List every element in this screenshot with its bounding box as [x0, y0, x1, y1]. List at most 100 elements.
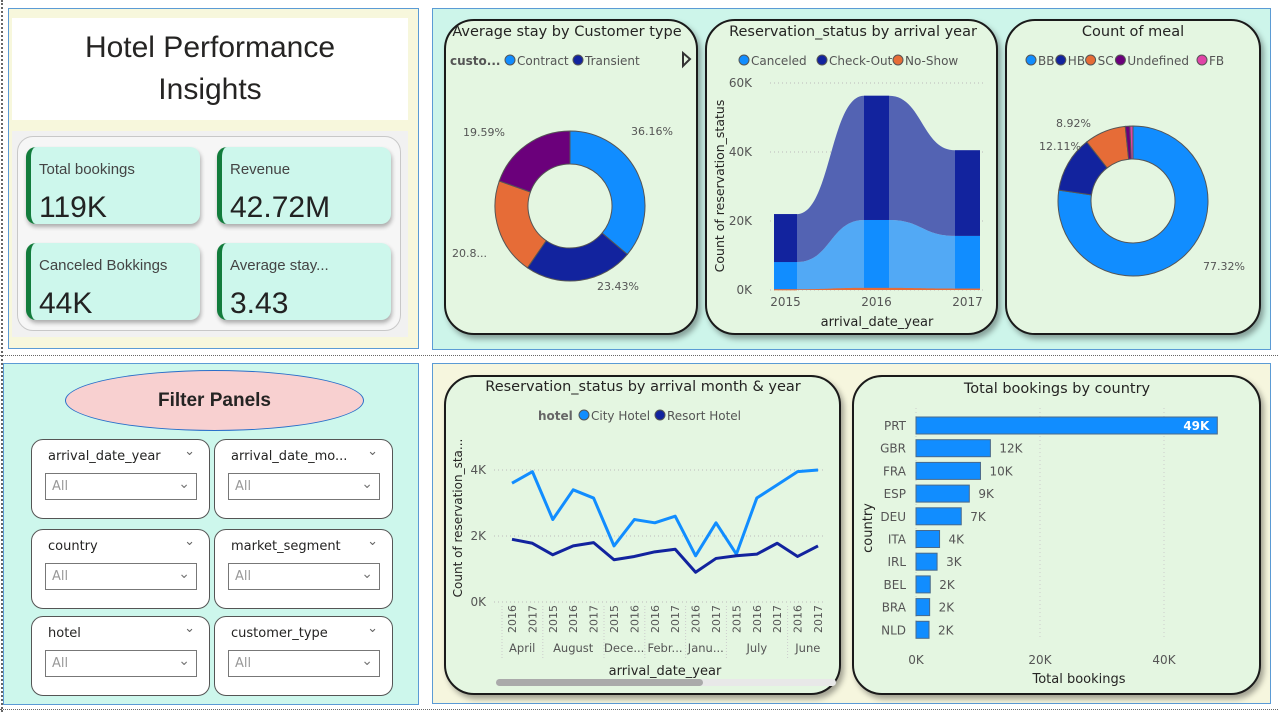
page-border	[1, 0, 3, 712]
slicer-1[interactable]: arrival_date_mo... ⌄ All ⌄	[214, 439, 393, 519]
bar-deu	[915, 507, 962, 526]
kpi-canceled-bookings: Canceled Bokkings 44K	[26, 243, 200, 320]
y-tick-label: ESP	[884, 487, 906, 501]
data-label: 10K	[989, 464, 1013, 478]
y-axis-title: Count of reservation_sta...	[451, 439, 465, 598]
chevron-down-icon[interactable]: ⌄	[184, 444, 195, 459]
legend-item: BB	[1038, 54, 1054, 68]
chevron-down-icon[interactable]: ⌄	[367, 621, 378, 636]
legend-title: custo...	[450, 54, 500, 68]
x-tick-label: 2015	[730, 605, 743, 633]
filter-panel-title: Filter Panels	[65, 370, 364, 431]
slice-label: 36.16%	[631, 125, 673, 138]
bar-bel	[915, 575, 931, 594]
bar-segment	[864, 95, 889, 220]
x-tick-label: 2015	[770, 295, 801, 309]
divider	[0, 355, 1278, 356]
kpi-label: Average stay...	[230, 257, 329, 274]
x-tick-label: 2017	[669, 605, 682, 633]
legend-resort-hotel-icon	[654, 409, 666, 421]
scrollbar-thumb[interactable]	[496, 679, 703, 686]
legend-item: FB	[1209, 54, 1224, 68]
legend-item: Canceled	[751, 54, 807, 68]
chart-card-status-by-month[interactable]	[444, 375, 841, 695]
kpi-revenue: Revenue 42.72M	[217, 147, 391, 224]
slicer-dropdown[interactable]: All ⌄	[45, 650, 197, 677]
legend-no-show-icon	[892, 54, 904, 66]
slicer-dropdown[interactable]: All ⌄	[45, 563, 197, 590]
data-label: 9K	[978, 487, 995, 501]
slicer-value: All	[52, 569, 69, 584]
x-tick-label: 2015	[547, 605, 560, 633]
data-label: 2K	[938, 623, 955, 637]
x-tick-label: 2015	[608, 605, 621, 633]
chevron-down-icon[interactable]: ⌄	[178, 653, 190, 669]
legend-title: hotel	[538, 409, 573, 423]
legend-canceled-icon	[738, 54, 750, 66]
x-tick-label: 2016	[690, 605, 703, 633]
x-tick-label: 2016	[792, 605, 805, 633]
y-tick-label: NLD	[881, 623, 906, 637]
slicer-2[interactable]: country ⌄ All ⌄	[31, 529, 210, 609]
y-tick-label: GBR	[880, 442, 906, 456]
slice-label: 19.59%	[463, 126, 505, 139]
y-axis-title: country	[861, 503, 876, 553]
slicer-dropdown[interactable]: All ⌄	[228, 473, 380, 500]
legend-undefined-icon	[1114, 54, 1126, 66]
kpi-label: Canceled Bokkings	[39, 257, 168, 274]
legend-item: SC	[1098, 54, 1114, 68]
line-resort-hotel	[511, 537, 819, 574]
chevron-down-icon[interactable]: ⌄	[184, 534, 195, 549]
chevron-down-icon[interactable]: ⌄	[361, 566, 373, 582]
legend-item: HB	[1068, 54, 1085, 68]
chart-title: Total bookings by country	[963, 381, 1151, 397]
x-axis-title: Total bookings	[1031, 672, 1125, 687]
x-tick-label: 0K	[908, 653, 925, 667]
slicer-value: All	[52, 656, 69, 671]
bar-segment	[774, 289, 797, 291]
bar-irl	[915, 552, 938, 571]
chevron-down-icon[interactable]: ⌄	[178, 476, 190, 492]
x-tick-label: 40K	[1152, 653, 1176, 667]
chart-card-customer-type[interactable]	[444, 19, 698, 335]
chart-title: Reservation_status by arrival year	[729, 24, 977, 40]
legend-item: Undefined	[1127, 54, 1189, 68]
chevron-down-icon[interactable]: ⌄	[184, 621, 195, 636]
y-tick-label: 2K	[470, 529, 487, 543]
bar-segment	[774, 262, 797, 290]
chevron-down-icon[interactable]: ⌄	[361, 653, 373, 669]
bar-segment	[955, 288, 980, 290]
chevron-down-icon[interactable]: ⌄	[367, 444, 378, 459]
legend-item: Check-Out	[829, 54, 893, 68]
bar-gbr	[915, 439, 991, 458]
triangle-right-icon	[682, 50, 692, 69]
x-tick-label: 2017	[952, 295, 983, 309]
legend-item: Resort Hotel	[667, 409, 741, 423]
y-tick-label: IRL	[887, 555, 906, 569]
x-tick-label: 2017	[710, 605, 723, 633]
bar-fra	[915, 461, 981, 480]
x-tick-label: 2016	[751, 605, 764, 633]
slicer-0[interactable]: arrival_date_year ⌄ All ⌄	[31, 439, 210, 519]
chevron-down-icon[interactable]: ⌄	[367, 534, 378, 549]
bar-segment	[774, 214, 797, 263]
x-tick-label: 2016	[628, 605, 641, 633]
bar-segment	[864, 287, 889, 290]
slicer-dropdown[interactable]: All ⌄	[228, 563, 380, 590]
bar-esp	[915, 484, 970, 503]
slicer-dropdown[interactable]: All ⌄	[228, 650, 380, 677]
kpi-label: Revenue	[230, 161, 291, 178]
slice-label: 8.92%	[1056, 117, 1091, 130]
legend-hb-icon	[1055, 54, 1067, 66]
slicer-5[interactable]: customer_type ⌄ All ⌄	[214, 616, 393, 696]
slicer-4[interactable]: hotel ⌄ All ⌄	[31, 616, 210, 696]
y-tick-label: 20K	[729, 214, 753, 228]
chevron-down-icon[interactable]: ⌄	[178, 566, 190, 582]
slicer-dropdown[interactable]: All ⌄	[45, 473, 197, 500]
kpi-value: 119K	[39, 191, 107, 224]
x-tick-label: 2016	[861, 295, 892, 309]
chart-card-meal[interactable]	[1005, 19, 1261, 335]
slicer-3[interactable]: market_segment ⌄ All ⌄	[214, 529, 393, 609]
bar-segment	[955, 235, 980, 290]
chevron-down-icon[interactable]: ⌄	[361, 476, 373, 492]
